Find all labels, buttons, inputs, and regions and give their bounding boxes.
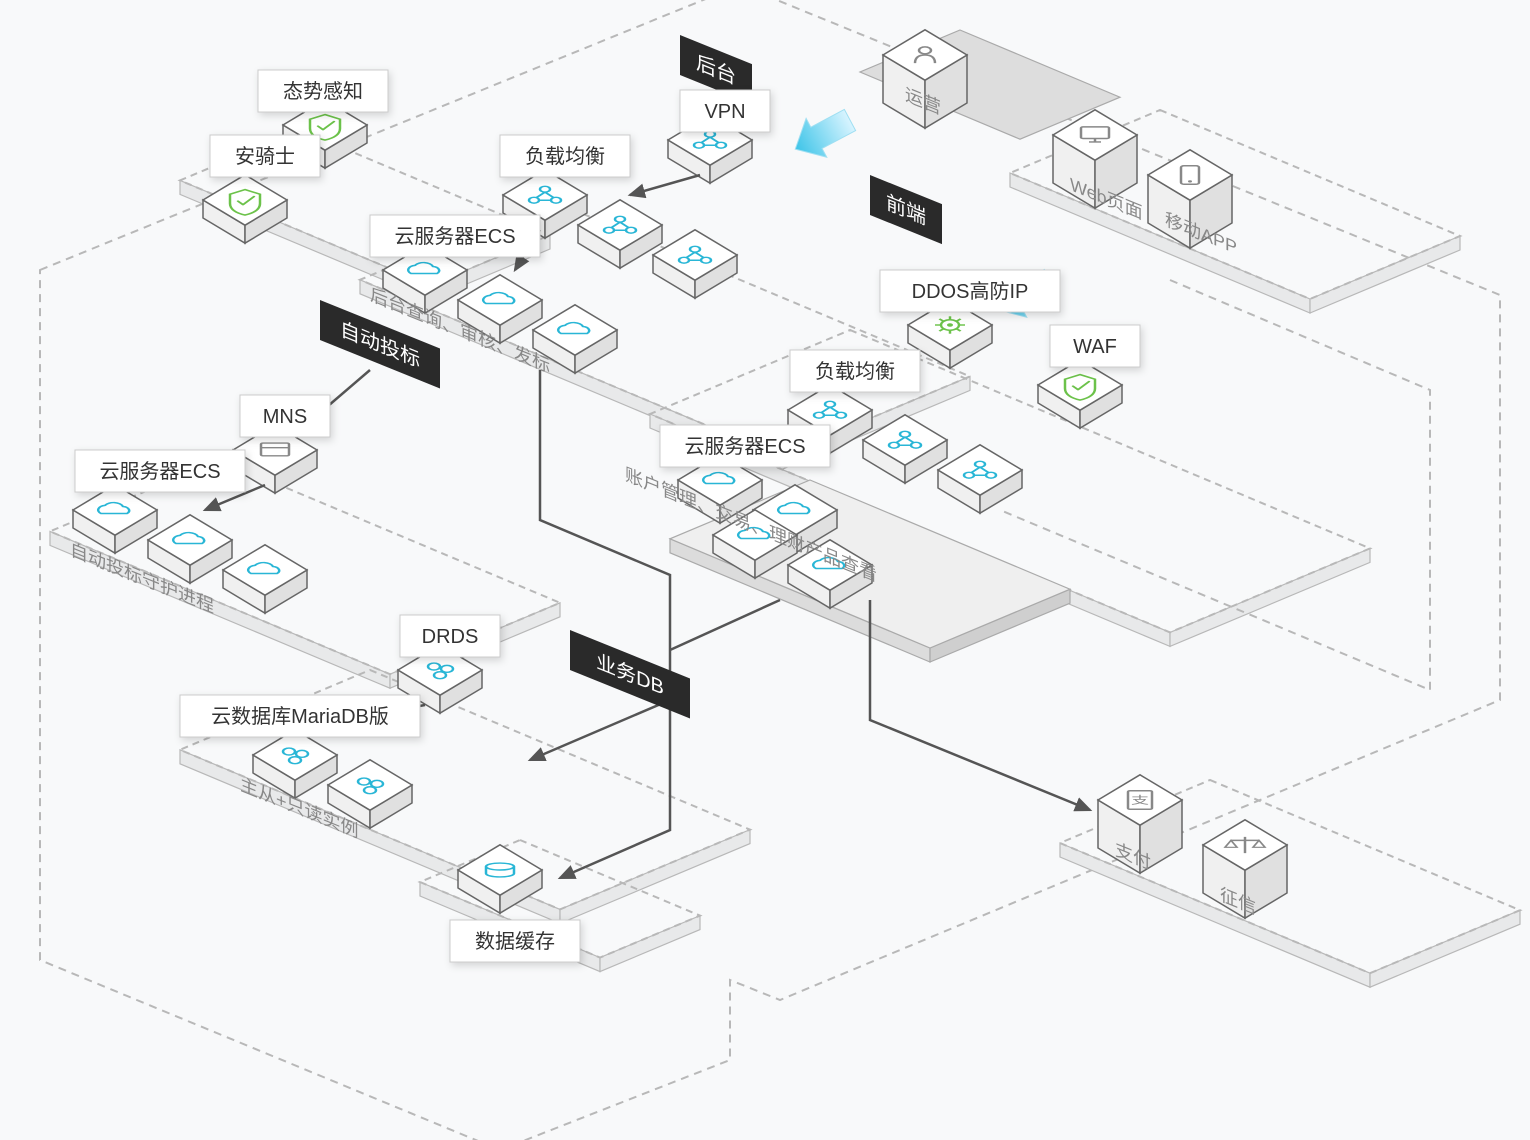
node-ecs2-a (73, 485, 157, 553)
label-anqishi: 安骑士 (210, 135, 320, 177)
label-waf: WAF (1050, 325, 1140, 367)
node-ecs2-c (223, 545, 307, 613)
gradient-arrow (785, 101, 860, 169)
node-slb2-c (938, 445, 1022, 513)
label-drds: DRDS (400, 615, 500, 657)
label-text: 负载均衡 (815, 360, 895, 383)
svg-text:支: 支 (1131, 794, 1149, 806)
label-mns: MNS (240, 395, 330, 437)
label-text: 数据缓存 (475, 930, 555, 953)
label-text: 负载均衡 (525, 145, 605, 168)
node-slb1-b (578, 200, 662, 268)
label-vpn: VPN (680, 90, 770, 132)
gear-icon (935, 316, 965, 333)
label-mariadb: 云数据库MariaDB版 (180, 695, 420, 737)
node-waf-cube (1038, 360, 1122, 428)
route-db-cache (560, 700, 670, 878)
tag-frontend: 前端 (870, 175, 942, 244)
label-ecs1: 云服务器ECS (370, 215, 540, 257)
label-text: DRDS (422, 626, 479, 648)
label-text: VPN (704, 101, 745, 123)
label-ecs2: 云服务器ECS (75, 450, 245, 492)
label-text: WAF (1073, 336, 1117, 358)
label-slb2: 负载均衡 (790, 350, 920, 392)
label-cache: 数据缓存 (450, 920, 580, 962)
tag-bizdb: 业务DB (570, 630, 690, 718)
label-text: 云数据库MariaDB版 (211, 705, 389, 728)
route-frontend-db (670, 600, 780, 650)
label-text: MNS (263, 406, 307, 428)
node-ecs2-b (148, 515, 232, 583)
label-text: 安骑士 (235, 145, 295, 168)
label-situational: 态势感知 (258, 70, 388, 112)
label-text: 云服务器ECS (394, 225, 515, 248)
node-slb1-c (653, 230, 737, 298)
label-text: 云服务器ECS (684, 435, 805, 458)
label-slb1: 负载均衡 (500, 135, 630, 177)
label-ddos: DDOS高防IP (880, 270, 1060, 312)
arrow (630, 175, 700, 195)
label-text: 云服务器ECS (99, 460, 220, 483)
label-text: DDOS高防IP (912, 280, 1029, 303)
label-ecs3: 云服务器ECS (660, 425, 830, 467)
label-text: 态势感知 (283, 80, 363, 103)
